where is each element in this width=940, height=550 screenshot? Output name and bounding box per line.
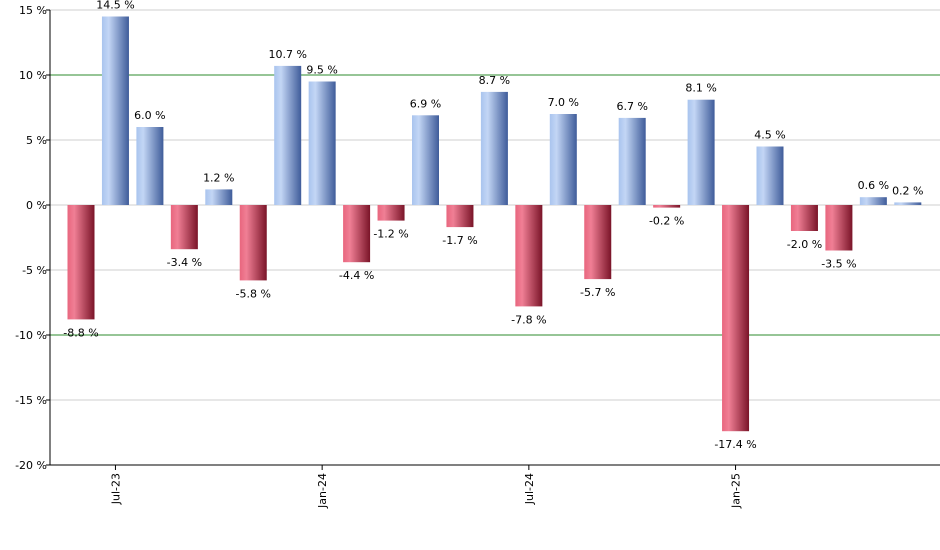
- bar-apr-25: [825, 205, 853, 251]
- bar-sep-23: [170, 205, 198, 250]
- data-label: 9.5 %: [306, 64, 337, 77]
- data-label: -7.8 %: [511, 313, 546, 326]
- bar-jul-24: [515, 205, 543, 307]
- data-label: 14.5 %: [96, 0, 134, 12]
- data-label: 0.2 %: [892, 184, 923, 197]
- bar-jul-23: [101, 16, 129, 205]
- x-tick-label: Jul-24: [523, 473, 536, 505]
- bar-sep-24: [584, 205, 612, 280]
- axes: 15 % 10 % 5 % 0 % -5 % -10 % -15 % -20 % Jul-23 J…: [15, 4, 940, 509]
- data-labels: -8.8 % 14.5 % 6.0 % -3.4 % 1.2 % -5.8 % 10.7 %…: [63, 0, 923, 451]
- data-label: 1.2 %: [203, 171, 234, 184]
- bar-jun-24: [480, 91, 508, 205]
- bar-jun-23: [67, 205, 95, 320]
- bar-aug-23: [136, 127, 164, 205]
- bar-dec-24: [687, 99, 715, 205]
- bar-jan-24: [308, 81, 336, 205]
- data-label: -4.4 %: [339, 269, 374, 282]
- y-tick-label: -20 %: [15, 459, 47, 472]
- y-tick-label: -15 %: [15, 394, 47, 407]
- bar-may-25: [859, 197, 887, 205]
- bar-may-24: [446, 205, 474, 228]
- data-label: 6.7 %: [616, 100, 647, 113]
- bars: [67, 16, 922, 432]
- data-label: 8.7 %: [479, 74, 510, 87]
- data-label: -17.4 %: [714, 438, 756, 451]
- data-label: 0.6 %: [858, 179, 889, 192]
- bar-mar-25: [790, 205, 818, 231]
- data-label: -3.5 %: [821, 258, 856, 271]
- bar-feb-25: [756, 146, 784, 205]
- bar-apr-24: [412, 115, 439, 205]
- y-tick-label: 15 %: [19, 4, 47, 17]
- y-tick-label: -5 %: [22, 264, 47, 277]
- data-label: -3.4 %: [167, 256, 202, 269]
- data-label: -5.8 %: [236, 287, 271, 300]
- x-tick-label: Jan-24: [316, 473, 329, 509]
- data-label: 10.7 %: [268, 48, 306, 61]
- y-tick-label: 5 %: [26, 134, 47, 147]
- y-tick-label: -10 %: [15, 329, 47, 342]
- data-label: 6.0 %: [134, 109, 165, 122]
- data-label: 7.0 %: [548, 96, 579, 109]
- bar-oct-23: [205, 189, 233, 205]
- data-label: 4.5 %: [754, 129, 785, 142]
- x-tick-label: Jan-25: [730, 473, 743, 509]
- y-tick-label: 0 %: [26, 199, 47, 212]
- bar-oct-24: [618, 117, 646, 205]
- data-label: 6.9 %: [410, 97, 441, 110]
- bar-jan-25: [722, 205, 750, 432]
- data-label: -5.7 %: [580, 286, 615, 299]
- bar-dec-23: [274, 65, 302, 206]
- bar-mar-24: [377, 205, 405, 221]
- data-label: -1.2 %: [373, 228, 408, 241]
- data-label: -2.0 %: [787, 238, 822, 251]
- y-tick-label: 10 %: [19, 69, 47, 82]
- bar-nov-23: [239, 205, 267, 281]
- bar-nov-24: [653, 205, 681, 208]
- data-label: -0.2 %: [649, 215, 684, 228]
- data-label: -8.8 %: [63, 326, 98, 339]
- bar-jun-25: [894, 202, 922, 205]
- bar-aug-24: [549, 114, 577, 205]
- data-label: -1.7 %: [442, 234, 477, 247]
- data-label: 8.1 %: [685, 82, 716, 95]
- bar-feb-24: [343, 205, 371, 263]
- x-tick-label: Jul-23: [109, 473, 122, 505]
